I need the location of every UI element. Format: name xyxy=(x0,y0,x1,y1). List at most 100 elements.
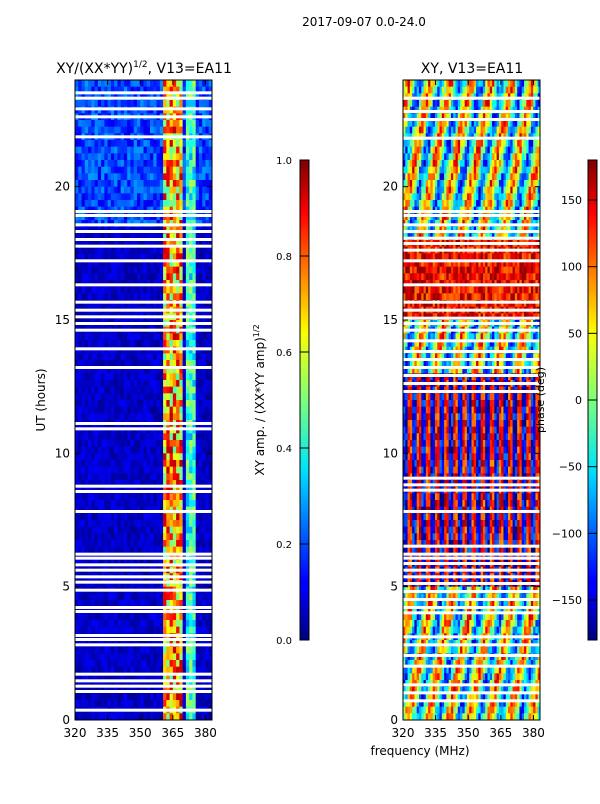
panel1-cell xyxy=(176,147,180,154)
panel1-cell xyxy=(78,453,82,460)
panel1-cell xyxy=(75,380,79,387)
panel2-cell xyxy=(419,127,422,134)
panel1-cell xyxy=(104,660,108,667)
panel2-cell xyxy=(421,100,424,107)
panel2-cell xyxy=(449,153,452,160)
panel1-cell xyxy=(117,453,121,460)
panel2-cell xyxy=(456,87,459,94)
panel1-cell xyxy=(130,393,134,400)
panel2-cell xyxy=(410,160,413,167)
panel2-cell xyxy=(412,147,415,154)
panel2-cell xyxy=(408,80,411,87)
panel2-cell xyxy=(405,120,408,127)
panel1-data-gap xyxy=(75,329,212,332)
panel2-cell xyxy=(503,147,506,154)
panel2-cell xyxy=(474,153,477,160)
panel1-cell xyxy=(140,713,144,720)
panel1-cell xyxy=(124,247,128,254)
panel1-cell xyxy=(170,533,174,540)
panel1-cell xyxy=(144,140,148,147)
panel1-cell xyxy=(173,473,177,480)
panel1-cell xyxy=(82,527,86,534)
panel1-cell xyxy=(202,333,206,340)
panel1-cell xyxy=(147,613,151,620)
panel2-cell xyxy=(497,147,500,154)
panel2-cell xyxy=(501,87,504,94)
panel1-cell xyxy=(95,120,99,127)
panel1-cell xyxy=(75,140,79,147)
panel1-cell xyxy=(173,333,177,340)
panel1-cell xyxy=(104,333,108,340)
panel1-data-gap xyxy=(75,223,212,226)
panel2-cell xyxy=(449,100,452,107)
panel1-cell xyxy=(82,160,86,167)
panel2-cell xyxy=(419,160,422,167)
panel1-cell xyxy=(104,620,108,627)
panel1-cell xyxy=(144,467,148,474)
panel1-ytick-label: 0 xyxy=(62,713,70,727)
panel1-cell xyxy=(117,500,121,507)
panel1-cell xyxy=(179,140,183,147)
panel2-cell xyxy=(490,140,493,147)
panel1-cell xyxy=(127,447,131,454)
panel2-cell xyxy=(517,160,520,167)
panel1-cell xyxy=(104,160,108,167)
panel1-cell xyxy=(170,353,174,360)
panel2-cell xyxy=(462,153,465,160)
panel1-cell xyxy=(153,287,157,294)
panel1-cell xyxy=(91,353,95,360)
panel1-cell xyxy=(117,493,121,500)
panel2-cell xyxy=(519,127,522,134)
panel2-cell xyxy=(446,147,449,154)
panel1-cell xyxy=(157,400,161,407)
panel2-cell xyxy=(430,120,433,127)
panel1-cell xyxy=(170,540,174,547)
panel1-cell xyxy=(173,267,177,274)
panel2-cell xyxy=(435,120,438,127)
panel1-cell xyxy=(82,167,86,174)
panel1-cell xyxy=(186,187,190,194)
panel2-cell xyxy=(417,120,420,127)
panel1-cell xyxy=(144,267,148,274)
panel2-cell xyxy=(531,127,534,134)
panel1-cell xyxy=(91,147,95,154)
panel1-cell xyxy=(186,273,190,280)
panel1-cell xyxy=(153,660,157,667)
panel1-cell xyxy=(127,247,131,254)
panel2-cell xyxy=(524,80,527,87)
panel2-cell xyxy=(485,153,488,160)
panel1-cell xyxy=(104,193,108,200)
panel2-cell xyxy=(503,120,506,127)
panel1-cell xyxy=(108,493,112,500)
panel1-cell xyxy=(104,153,108,160)
panel1-cell xyxy=(124,660,128,667)
panel1-cell xyxy=(166,287,170,294)
panel1-cell xyxy=(117,167,121,174)
panel1-cell xyxy=(189,267,193,274)
panel1-cell xyxy=(88,293,92,300)
panel1-cell xyxy=(124,153,128,160)
panel1-cell xyxy=(101,340,105,347)
panel2-cell xyxy=(465,127,468,134)
panel1-cell xyxy=(130,287,134,294)
panel1-cell xyxy=(157,333,161,340)
panel1-cell xyxy=(144,200,148,207)
panel1-cell xyxy=(147,387,151,394)
panel1-cell xyxy=(124,200,128,207)
panel2-cell xyxy=(456,120,459,127)
panel1-cell xyxy=(157,247,161,254)
panel1-cell xyxy=(91,653,95,660)
panel1-cell xyxy=(104,387,108,394)
panel1-cell xyxy=(78,693,82,700)
panel1-cell xyxy=(91,647,95,654)
panel1-cell xyxy=(130,120,134,127)
panel1-cell xyxy=(85,127,89,134)
panel1-cell xyxy=(95,700,99,707)
panel1-cell xyxy=(98,713,102,720)
panel1-cell xyxy=(114,333,118,340)
panel1-cell xyxy=(189,187,193,194)
panel2-cell xyxy=(428,127,431,134)
panel2-cell xyxy=(456,167,459,174)
panel1-cell xyxy=(117,700,121,707)
